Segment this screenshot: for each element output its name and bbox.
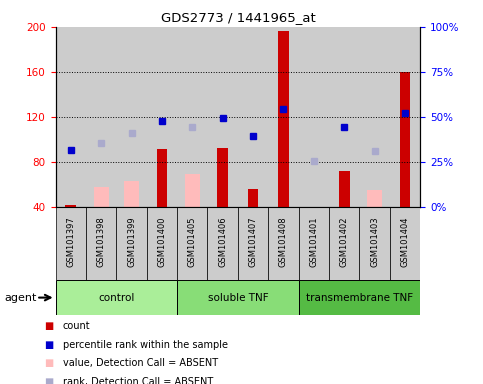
Text: GSM101404: GSM101404 [400, 216, 410, 266]
Text: GSM101400: GSM101400 [157, 216, 167, 266]
Bar [156, 149, 167, 207]
Bar [238, 27, 268, 207]
Text: GSM101403: GSM101403 [370, 216, 379, 267]
Text: agent: agent [5, 293, 37, 303]
Bar [86, 207, 116, 280]
Bar [177, 280, 298, 315]
Text: GSM101406: GSM101406 [218, 216, 227, 267]
Text: ■: ■ [43, 358, 53, 368]
Text: count: count [63, 321, 90, 331]
Bar [65, 205, 76, 207]
Bar [400, 72, 411, 207]
Bar [116, 207, 147, 280]
Bar [56, 207, 86, 280]
Bar [147, 207, 177, 280]
Bar [268, 207, 298, 280]
Bar [208, 27, 238, 207]
Bar [124, 181, 139, 207]
Bar [177, 27, 208, 207]
Bar [208, 207, 238, 280]
Bar [248, 189, 258, 207]
Text: ■: ■ [43, 321, 53, 331]
Text: rank, Detection Call = ABSENT: rank, Detection Call = ABSENT [63, 377, 213, 384]
Bar [367, 190, 382, 207]
Text: GSM101401: GSM101401 [309, 216, 318, 266]
Text: percentile rank within the sample: percentile rank within the sample [63, 340, 228, 350]
Title: GDS2773 / 1441965_at: GDS2773 / 1441965_at [160, 11, 315, 24]
Bar [359, 27, 390, 207]
Bar [238, 207, 268, 280]
Bar [94, 187, 109, 207]
Bar [298, 27, 329, 207]
Text: GSM101397: GSM101397 [66, 216, 75, 267]
Text: ■: ■ [43, 340, 53, 350]
Text: soluble TNF: soluble TNF [208, 293, 268, 303]
Bar [278, 31, 289, 207]
Bar [86, 27, 116, 207]
Bar [147, 27, 177, 207]
Bar [390, 207, 420, 280]
Bar [339, 171, 350, 207]
Bar [359, 207, 390, 280]
Text: value, Detection Call = ABSENT: value, Detection Call = ABSENT [63, 358, 218, 368]
Bar [217, 147, 228, 207]
Text: GSM101408: GSM101408 [279, 216, 288, 267]
Text: transmembrane TNF: transmembrane TNF [306, 293, 413, 303]
Text: GSM101407: GSM101407 [249, 216, 257, 267]
Bar [390, 27, 420, 207]
Text: GSM101399: GSM101399 [127, 216, 136, 267]
Bar [298, 207, 329, 280]
Bar [329, 207, 359, 280]
Bar [329, 27, 359, 207]
Bar [298, 280, 420, 315]
Bar [56, 27, 86, 207]
Text: GSM101402: GSM101402 [340, 216, 349, 266]
Text: GSM101405: GSM101405 [188, 216, 197, 266]
Bar [116, 27, 147, 207]
Text: ■: ■ [43, 377, 53, 384]
Bar [268, 27, 298, 207]
Bar [185, 174, 200, 207]
Bar [56, 280, 177, 315]
Bar [177, 207, 208, 280]
Text: GSM101398: GSM101398 [97, 216, 106, 267]
Text: control: control [98, 293, 134, 303]
